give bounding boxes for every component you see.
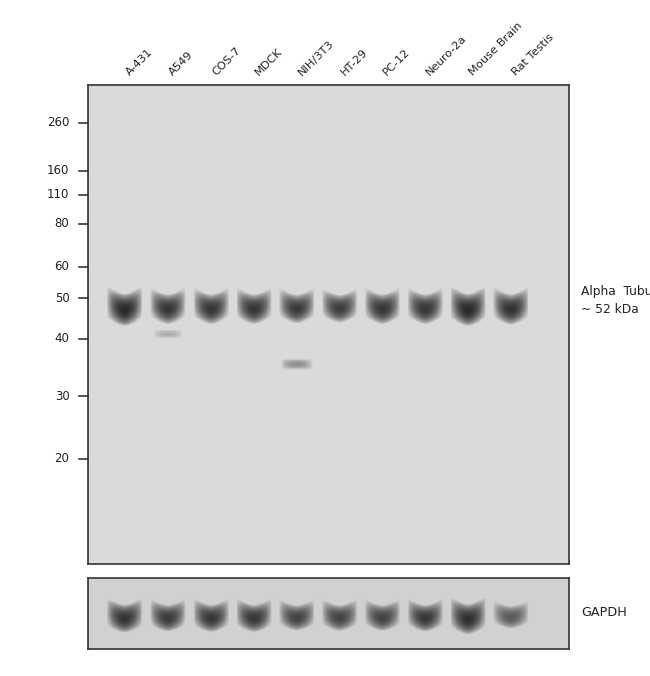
Text: HT-29: HT-29 (339, 47, 369, 77)
Text: 20: 20 (55, 452, 70, 465)
Text: 110: 110 (47, 189, 70, 201)
Text: 160: 160 (47, 164, 70, 177)
Text: MDCK: MDCK (254, 46, 284, 77)
Text: Neuro-2a: Neuro-2a (424, 33, 469, 77)
Text: COS-7: COS-7 (211, 45, 242, 77)
Text: Alpha  Tubulin
~ 52 kDa: Alpha Tubulin ~ 52 kDa (581, 285, 650, 316)
Text: Mouse Brain: Mouse Brain (467, 20, 524, 77)
Text: A-431: A-431 (124, 47, 155, 77)
Text: Rat Testis: Rat Testis (510, 32, 555, 77)
Text: 80: 80 (55, 217, 70, 231)
Text: 30: 30 (55, 390, 70, 403)
Text: 260: 260 (47, 116, 70, 129)
Text: 60: 60 (55, 260, 70, 273)
Text: PC-12: PC-12 (382, 47, 412, 77)
Text: 50: 50 (55, 291, 70, 305)
Text: GAPDH: GAPDH (581, 606, 627, 619)
Text: 40: 40 (55, 333, 70, 345)
Text: NIH/3T3: NIH/3T3 (296, 38, 335, 77)
Text: A549: A549 (167, 49, 195, 77)
